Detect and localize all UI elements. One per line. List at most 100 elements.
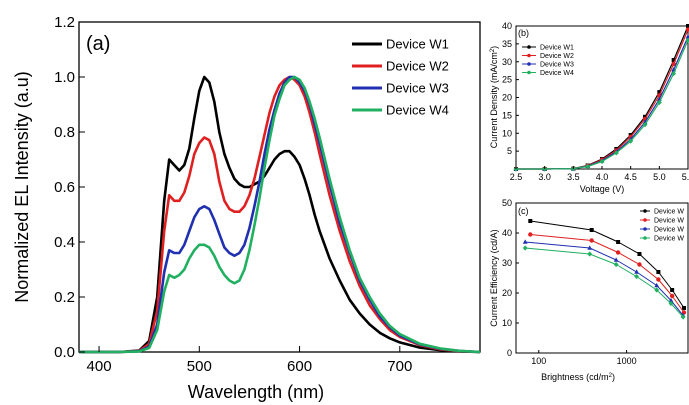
pb-legend-label-1: Device W2 xyxy=(540,53,574,60)
pb-point-3-10 xyxy=(685,37,689,43)
pc-xtick-label-100: 100 xyxy=(531,356,546,366)
pc-point-3-3 xyxy=(634,273,640,280)
pc-point-3-2 xyxy=(613,261,619,268)
panel-a: 400 500 600 700 0.0 0.2 0.4 0.6 0.8 1.0 1.2 (a) W… xyxy=(12,14,481,402)
panel-c-x-axis-label-main: Brightness (cd/m xyxy=(541,372,609,382)
panel-a-series-group xyxy=(79,75,481,354)
pc-point-1-5 xyxy=(669,293,675,299)
pc-legend-label-3: Device W xyxy=(654,235,684,242)
pa-series-line-2 xyxy=(79,75,481,354)
panel-b-y-axis-label-main: Current Density (mA/cm xyxy=(489,52,499,148)
pc-ytick-label-20: 20 xyxy=(502,288,512,298)
pb-ytick-label-20: 20 xyxy=(502,93,512,103)
pc-point-1-4 xyxy=(656,277,661,282)
pb-legend-marker-2 xyxy=(527,62,531,66)
pc-legend-marker-3 xyxy=(643,236,647,240)
pb-xtick-label-2-5: 2.5 xyxy=(510,172,523,182)
pc-point-2-0 xyxy=(522,239,528,244)
pc-legend-label-2: Device W xyxy=(654,226,684,233)
pa-legend-label-3: Device W4 xyxy=(386,103,449,118)
pb-xtick-label-5-0: 5.0 xyxy=(653,172,666,182)
pa-series-line-0 xyxy=(79,75,481,354)
pb-ytick-label-35: 35 xyxy=(502,39,512,49)
panel-c-x-axis-label: Brightness (cd/m2) xyxy=(541,372,615,382)
panel-b-x-ticks: 2.5 3.0 3.5 4.0 4.5 5.0 5.5 xyxy=(510,166,689,182)
panel-a-legend: Device W1 Device W2 Device W3 Device W4 xyxy=(352,37,449,118)
pa-ytick-label-1-2: 1.2 xyxy=(54,14,75,31)
pa-xtick-label-400: 400 xyxy=(87,358,112,375)
pc-point-3-4 xyxy=(654,287,660,293)
pc-legend-marker-0 xyxy=(643,209,647,213)
pb-point-1-9 xyxy=(671,61,676,67)
pb-point-3-8 xyxy=(656,99,662,106)
pa-legend-label-0: Device W1 xyxy=(386,37,449,52)
pc-point-2-3 xyxy=(634,269,640,274)
panel-b-x-axis-label: Voltage (V) xyxy=(580,184,625,194)
panel-b-label: (b) xyxy=(518,28,529,38)
pb-xtick-label-4-5: 4.5 xyxy=(624,172,637,182)
pb-legend-label-0: Device W1 xyxy=(540,44,574,51)
panel-c: 100 1000 0 10 20 30 40 50 (c) Brightness (cd/m… xyxy=(489,198,689,382)
pc-legend-label-1: Device W xyxy=(654,217,684,224)
pc-legend-marker-1 xyxy=(643,218,647,222)
pc-point-3-5 xyxy=(668,300,674,307)
panel-c-label: (c) xyxy=(518,206,529,216)
pb-xtick-label-3-0: 3.0 xyxy=(538,172,551,182)
pc-point-2-5 xyxy=(668,297,674,303)
panel-b: 2.5 3.0 3.5 4.0 4.5 5.0 5.5 5 10 15 20 25 30 35 40 (b… xyxy=(489,21,689,194)
pb-point-0-8 xyxy=(657,90,662,95)
panel-b-series-group xyxy=(513,24,689,172)
pb-ytick-label-15: 15 xyxy=(502,110,512,120)
pa-ytick-label-0-4: 0.4 xyxy=(54,234,75,251)
pc-xtick-label-1000: 1000 xyxy=(617,356,637,366)
pc-series-line-0 xyxy=(530,220,685,309)
pb-ytick-label-30: 30 xyxy=(502,57,512,67)
pa-xtick-label-700: 700 xyxy=(387,358,412,375)
panel-c-y-axis-label: Current Efficiency (cd/A) xyxy=(489,229,499,326)
panel-c-x-axis-label-end: ) xyxy=(612,372,615,382)
pc-point-3-6 xyxy=(680,314,686,320)
pa-ytick-label-0-2: 0.2 xyxy=(54,289,75,306)
pc-ytick-label-30: 30 xyxy=(502,258,512,268)
pa-xtick-label-600: 600 xyxy=(287,358,312,375)
pa-series-line-3 xyxy=(79,75,481,354)
pb-xtick-label-3-5: 3.5 xyxy=(567,172,580,182)
pa-legend-label-2: Device W3 xyxy=(386,81,449,96)
pb-point-3-7 xyxy=(642,122,648,128)
pb-ytick-label-10: 10 xyxy=(502,128,512,138)
pa-ytick-label-0-0: 0.0 xyxy=(54,344,75,361)
panel-a-x-ticks: 400 500 600 700 xyxy=(87,346,412,375)
pb-point-3-3 xyxy=(585,163,591,170)
pa-xtick-label-500: 500 xyxy=(187,358,212,375)
panel-c-y-ticks: 0 10 20 30 40 50 xyxy=(502,198,519,358)
pc-point-0-3 xyxy=(637,252,642,256)
pb-point-3-9 xyxy=(671,70,677,77)
panel-b-y-axis-label-end: ) xyxy=(489,46,499,49)
pb-ytick-label-5: 5 xyxy=(507,146,512,156)
pc-point-0-5 xyxy=(670,288,675,292)
pa-ytick-label-0-8: 0.8 xyxy=(54,124,75,141)
pa-ytick-label-0-6: 0.6 xyxy=(54,179,75,196)
pb-legend-marker-1 xyxy=(527,53,531,58)
pb-point-1-10 xyxy=(685,27,689,32)
pc-point-0-0 xyxy=(528,219,533,223)
pb-legend-label-3: Device W4 xyxy=(540,70,574,77)
panel-a-y-ticks: 0.0 0.2 0.4 0.6 0.8 1.0 1.2 xyxy=(54,14,85,361)
panel-c-series-group xyxy=(522,219,687,320)
pc-point-0-2 xyxy=(616,240,621,244)
pb-point-3-5 xyxy=(613,150,619,156)
pc-ytick-label-40: 40 xyxy=(502,228,512,238)
pc-ytick-label-0: 0 xyxy=(507,348,512,358)
panel-b-y-ticks: 5 10 15 20 25 30 35 40 xyxy=(502,21,519,156)
pa-legend-label-1: Device W2 xyxy=(386,59,449,74)
pc-series-line-3 xyxy=(525,247,684,318)
pc-ytick-label-50: 50 xyxy=(502,198,512,208)
pc-point-2-1 xyxy=(587,245,593,250)
panel-c-x-axis-label-sup: 2 xyxy=(609,373,613,379)
panel-c-legend: Device W Device W Device W Device W xyxy=(640,208,684,242)
panel-b-y-axis-label-sup: 2 xyxy=(490,48,496,52)
pc-point-2-2 xyxy=(613,257,619,262)
panel-c-plot-frame xyxy=(515,202,689,354)
